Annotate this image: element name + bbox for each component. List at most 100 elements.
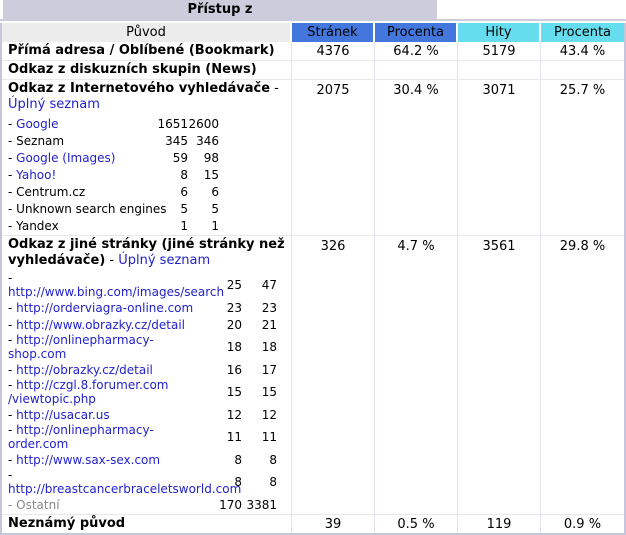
item-link[interactable]: http://czgl.8.forumer.com​/viewtopic.php <box>8 378 169 406</box>
item-pages-value: 23 <box>226 300 242 315</box>
item-hits-value: 346 <box>196 133 219 148</box>
item-link[interactable]: http://onlinepharmacy-shop.com <box>8 333 154 361</box>
item-label: - Google (Images) <box>8 151 115 165</box>
list-item: - Unknown search engines 5 5 <box>8 200 289 217</box>
table-row: Přímá adresa / Oblíbené (Bookmark) 4376 64… <box>2 42 624 61</box>
list-item: - http://czgl.8.forumer.com​/viewtopic.p… <box>8 378 289 406</box>
full-list-link[interactable]: Úplný seznam <box>118 253 211 268</box>
group-heading: Odkaz z Internetového vyhledávače - Úpln… <box>8 81 289 113</box>
item-dash: - <box>8 184 17 199</box>
item-link[interactable]: http://usacar.us <box>16 407 110 422</box>
separator: - <box>270 81 279 96</box>
hits-percent-cell: 25.7 % <box>559 83 606 98</box>
hits-percent-cell: 29.8 % <box>559 239 606 254</box>
pages-cell: 2075 <box>292 80 375 235</box>
list-item: - Seznam 345 346 <box>8 132 289 149</box>
item-dash: - <box>8 452 17 467</box>
item-pages-value: 8 <box>180 167 188 182</box>
origin-label: Přímá adresa / Oblíbené (Bookmark) <box>8 43 275 58</box>
list-item: - http://obrazky.cz/detail 16 17 <box>8 361 289 378</box>
origin-cell: Přímá adresa / Oblíbené (Bookmark) <box>2 42 292 60</box>
item-link[interactable]: http://www.sax-sex.com <box>16 452 161 467</box>
item-link[interactable]: http://breastcancerbraceletsworld.com <box>8 482 242 496</box>
list-item: - http://orderviagra-online.com 23 23 <box>8 299 289 316</box>
item-hits-value: 18 <box>261 340 277 354</box>
origin-label: Odkaz z diskuzních skupin (News) <box>8 62 257 77</box>
item-label: - Google <box>8 117 58 131</box>
item-pages-value: 170 <box>219 497 242 512</box>
hits-cell: 3561 <box>458 236 541 514</box>
item-label: - http://breastcancerbraceletsworld.com <box>8 468 241 496</box>
item-link[interactable]: Yahoo! <box>16 167 57 182</box>
item-text: Ostatní <box>16 497 60 512</box>
item-label: - http://onlinepharmacy-order.com <box>8 423 200 451</box>
item-pages-value: 59 <box>172 150 188 165</box>
item-dash: - <box>8 423 17 437</box>
table-row: Odkaz z diskuzních skupin (News) <box>2 61 624 80</box>
list-item: - http://onlinepharmacy-order.com 11 11 <box>8 423 289 451</box>
item-dash: - <box>8 150 17 165</box>
list-item: - Google 1651 2600 <box>8 115 289 132</box>
item-text: Unknown search engines <box>16 201 167 216</box>
pages-cell: 4376 <box>292 42 375 60</box>
item-hits-value: 47 <box>261 278 277 292</box>
item-dash: - <box>8 201 17 216</box>
item-dash: - <box>8 407 17 422</box>
item-pages-value: 8 <box>234 475 242 489</box>
origin-table: Původ Stránek Procenta Hity Procenta Přímá a… <box>0 23 626 535</box>
item-link[interactable]: http://www.bing.com/images/search <box>8 285 225 299</box>
origin-cell: Neznámý původ <box>2 515 292 533</box>
item-link[interactable]: http://orderviagra-online.com <box>16 300 194 315</box>
item-hits-value: 12 <box>261 407 277 422</box>
item-label: - http://onlinepharmacy-shop.com <box>8 333 200 361</box>
column-header-hity-3: Hity <box>458 23 539 42</box>
pages-percent-cell: 30.4 % <box>375 80 458 235</box>
group-label: Odkaz z jiné stránky (jiné stránky než v… <box>8 237 285 268</box>
item-hits-value: 11 <box>261 430 277 444</box>
full-list-link[interactable]: Úplný seznam <box>8 97 100 112</box>
item-dash: - <box>8 317 17 332</box>
item-link[interactable]: http://onlinepharmacy-order.com <box>8 423 154 451</box>
item-pages-value: 12 <box>226 407 242 422</box>
list-item: - http://www.sax-sex.com 8 8 <box>8 451 289 468</box>
column-header-procenta-4: Procenta <box>541 23 624 42</box>
item-label: - Yahoo! <box>8 168 56 182</box>
pages-cell: 39 <box>292 515 375 533</box>
hits-percent-cell: 43.4 % <box>559 43 606 59</box>
item-dash: - <box>8 116 17 131</box>
list-item: - Google (Images) 59 98 <box>8 149 289 166</box>
item-label: - http://orderviagra-online.com <box>8 301 193 315</box>
list-item: - Yandex 1 1 <box>8 217 289 234</box>
group-item-list: - http://www.bing.com/images/search 25 47-… <box>8 271 289 513</box>
item-link[interactable]: Google (Images) <box>16 150 116 165</box>
item-label: - http://obrazky.cz/detail <box>8 363 153 377</box>
list-item: - http://www.obrazky.cz/detail 20 21 <box>8 316 289 333</box>
item-dash: - <box>8 133 17 148</box>
item-hits-value: 2600 <box>188 116 219 131</box>
item-label: - Centrum.cz <box>8 185 85 199</box>
group-heading: Odkaz z jiné stránky (jiné stránky než v… <box>8 237 289 269</box>
item-hits-value: 17 <box>261 362 277 377</box>
item-dash: - <box>8 300 17 315</box>
item-dash: - <box>8 468 13 482</box>
item-link[interactable]: http://obrazky.cz/detail <box>16 362 153 377</box>
list-item: - http://usacar.us 12 12 <box>8 406 289 423</box>
item-link[interactable]: Google <box>16 116 59 131</box>
item-pages-value: 20 <box>226 317 242 332</box>
item-text: Seznam <box>16 133 65 148</box>
item-hits-value: 15 <box>261 385 277 399</box>
item-pages-value: 5 <box>180 201 188 216</box>
list-item: - Centrum.cz 6 6 <box>8 183 289 200</box>
list-item: - Yahoo! 8 15 <box>8 166 289 183</box>
item-hits-value: 21 <box>261 317 277 332</box>
item-hits-value: 98 <box>203 150 219 165</box>
item-link[interactable]: http://www.obrazky.cz/detail <box>16 317 186 332</box>
item-label: - http://usacar.us <box>8 408 110 422</box>
item-label: - http://www.obrazky.cz/detail <box>8 318 185 332</box>
pages-percent-cell: 0.5 % <box>375 515 458 533</box>
column-header-str-nek-1: Stránek <box>292 23 373 42</box>
table-row: Odkaz z jiné stránky (jiné stránky než v… <box>2 236 624 515</box>
item-pages-value: 6 <box>180 184 188 199</box>
item-hits-value: 1 <box>211 218 219 233</box>
item-text: Centrum.cz <box>16 184 86 199</box>
